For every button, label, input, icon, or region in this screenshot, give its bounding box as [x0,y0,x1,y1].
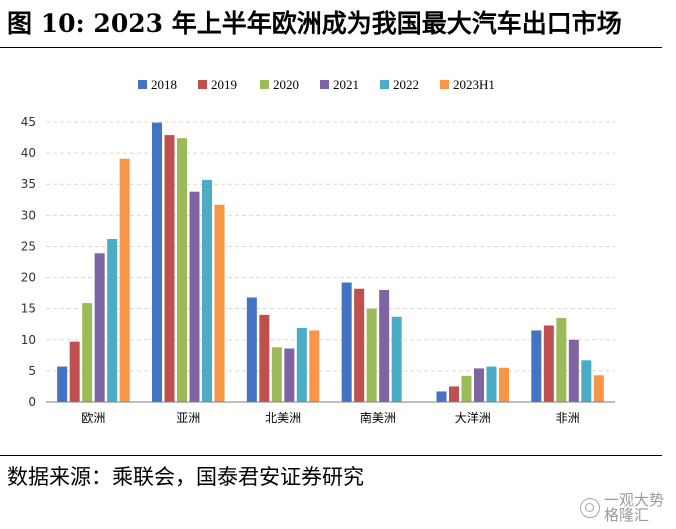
y-tick-label: 45 [21,115,36,129]
bar-2022-4 [486,366,497,402]
bar-2023H1-1 [214,204,225,402]
bar-2021-4 [474,368,484,402]
bar-2021-1 [189,191,200,402]
bar-2021-2 [284,348,295,402]
legend-swatch [260,80,269,89]
x-category-label: 大洋洲 [455,410,491,425]
source-note: 数据来源：乘联会，国泰君安证券研究 [7,465,364,489]
bar-2023H1-4 [499,367,509,402]
bar-2018-3 [341,282,352,402]
bar-2022-5 [581,360,592,402]
legend-swatch [138,80,147,89]
bar-2020-4 [461,375,472,402]
legend-swatch [440,80,449,89]
bar-2022-2 [296,327,307,402]
y-axis: 0 5 10 15 20 25 30 35 40 45 [21,115,36,409]
x-axis: 欧洲 亚洲 北美洲 南美洲 大洋洲 非洲 [46,401,615,425]
figure-title: 图 10: 2023 年上半年欧洲成为我国最大汽车出口市场 [7,9,622,38]
y-tick-label: 5 [28,364,36,378]
y-tick-label: 35 [21,177,36,191]
bar-2020-1 [177,138,187,402]
bar-chart: 2018 2019 2020 2021 2022 2023H1 0 5 10 15 20 25 30 3… [21,77,615,425]
x-category-label: 欧洲 [81,411,105,425]
bar-2018-1 [152,122,162,402]
legend-swatch [380,80,389,89]
bar-2023H1-2 [309,330,320,402]
bar-2020-2 [271,347,282,402]
bar-2023H1-0 [119,158,130,402]
bar-2018-4 [436,391,447,402]
legend-label: 2022 [393,77,419,92]
chart-bars [57,122,604,403]
bar-2020-0 [82,303,93,402]
bar-2019-1 [164,135,175,403]
legend-label: 2018 [151,77,177,92]
legend-label: 2019 [211,77,237,92]
watermark: 一观大势 格隆汇 [579,491,664,524]
x-category-label: 亚洲 [176,411,200,425]
y-tick-label: 10 [21,333,36,347]
y-tick-label: 20 [21,271,36,285]
bar-2023H1-5 [593,375,604,402]
legend-label: 2020 [273,77,299,92]
bar-2019-4 [449,386,459,402]
bar-2019-5 [543,325,554,402]
title-divider [0,47,662,48]
wechat-logo-icon [579,498,600,518]
bar-2021-5 [568,339,579,402]
bar-2018-2 [246,297,257,402]
bar-2022-0 [107,238,118,402]
watermark-line-1: 一观大势 [603,491,664,509]
bar-2020-3 [366,308,377,402]
bar-2020-5 [556,318,567,402]
y-tick-label: 0 [28,395,36,409]
legend-swatch [198,80,207,89]
legend-label: 2023H1 [453,77,495,92]
x-category-label: 南美洲 [360,410,396,425]
bar-2018-0 [57,366,68,402]
y-tick-label: 40 [21,146,36,160]
bar-2018-5 [531,330,542,402]
bar-2021-3 [379,290,390,402]
x-category-label: 非洲 [556,411,580,425]
bar-2021-0 [94,253,105,402]
y-tick-label: 15 [21,302,36,316]
watermark-line-2: 格隆汇 [603,506,649,524]
x-category-label: 北美洲 [265,411,301,425]
bar-2019-3 [354,288,365,402]
bar-2022-1 [202,179,212,402]
bar-2019-2 [259,314,270,402]
chart-gridlines [46,121,615,372]
legend-swatch [320,80,329,89]
y-tick-label: 30 [21,208,36,222]
y-tick-label: 25 [21,239,36,253]
chart-legend: 2018 2019 2020 2021 2022 2023H1 [138,77,495,92]
bar-2019-0 [69,341,80,402]
bar-2022-3 [391,316,402,402]
source-divider [0,455,662,456]
legend-label: 2021 [333,77,359,92]
